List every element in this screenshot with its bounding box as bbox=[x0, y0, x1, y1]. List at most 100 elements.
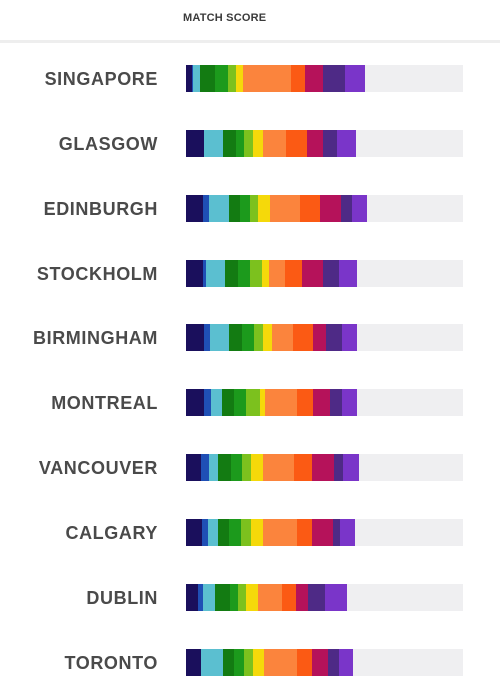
bar-segment bbox=[218, 519, 229, 546]
bar-segment bbox=[215, 65, 228, 92]
bar-segment bbox=[198, 584, 203, 611]
bar-segment bbox=[341, 195, 352, 222]
bar-segment bbox=[228, 65, 236, 92]
bar-segment bbox=[229, 195, 240, 222]
bar-segment bbox=[254, 324, 263, 351]
bar-segment bbox=[193, 65, 200, 92]
bar-segment bbox=[265, 389, 297, 416]
bar-segment bbox=[339, 260, 357, 287]
category-label: BIRMINGHAM bbox=[33, 328, 158, 348]
bar-segment bbox=[186, 584, 198, 611]
bar-segment bbox=[305, 65, 323, 92]
bar-segment bbox=[300, 195, 320, 222]
bar-segment bbox=[246, 389, 260, 416]
bar-segment bbox=[203, 195, 209, 222]
bar-segment bbox=[291, 65, 305, 92]
bar-segment bbox=[244, 130, 253, 157]
bar-segment bbox=[269, 260, 285, 287]
chart-row: CALGARY bbox=[0, 519, 500, 547]
bar-segment bbox=[186, 195, 203, 222]
bar-track bbox=[186, 454, 463, 481]
bar-segment bbox=[323, 65, 345, 92]
bar-segment bbox=[262, 260, 269, 287]
bar-segment bbox=[302, 260, 323, 287]
bar-segment bbox=[264, 649, 297, 676]
bar-segment bbox=[234, 389, 246, 416]
category-label: STOCKHOLM bbox=[36, 264, 158, 284]
bar-segment bbox=[243, 65, 291, 92]
bar-segment bbox=[203, 260, 206, 287]
chart-title: MATCH SCORE bbox=[183, 12, 267, 24]
bar-segment bbox=[242, 454, 251, 481]
bar-segment bbox=[328, 649, 339, 676]
bar-segment bbox=[186, 649, 201, 676]
chart-row: STOCKHOLM bbox=[0, 260, 500, 288]
bar-segment bbox=[263, 519, 297, 546]
bar-segment bbox=[270, 195, 300, 222]
bar-track bbox=[186, 324, 463, 351]
chart-row: BIRMINGHAM bbox=[0, 324, 500, 352]
bar-segment bbox=[307, 130, 323, 157]
chart-row: VANCOUVER bbox=[0, 454, 500, 482]
bar-segment bbox=[342, 324, 357, 351]
bar-segment bbox=[244, 649, 253, 676]
bar-segment bbox=[229, 519, 241, 546]
chart-row: DUBLIN bbox=[0, 584, 500, 612]
bar-segment bbox=[297, 649, 312, 676]
bar-segment bbox=[312, 454, 334, 481]
bar-segment bbox=[258, 584, 282, 611]
bar-segment bbox=[263, 130, 286, 157]
chart-row: GLASGOW bbox=[0, 130, 500, 158]
bar-segment bbox=[285, 260, 302, 287]
category-label: DUBLIN bbox=[86, 588, 158, 608]
bar-track bbox=[186, 649, 463, 676]
bar-segment bbox=[250, 260, 262, 287]
bar-segment bbox=[210, 324, 229, 351]
bar-segment bbox=[192, 65, 193, 92]
bar-segment bbox=[253, 649, 264, 676]
bar-segment bbox=[308, 584, 325, 611]
bar-segment bbox=[260, 389, 265, 416]
bar-segment bbox=[312, 519, 333, 546]
bar-segment bbox=[204, 324, 210, 351]
bar-segment bbox=[313, 389, 330, 416]
bar-segment bbox=[253, 130, 263, 157]
bar-track bbox=[186, 130, 463, 157]
bar-segment bbox=[286, 130, 307, 157]
bar-segment bbox=[231, 454, 242, 481]
bar-segment bbox=[242, 324, 254, 351]
bar-segment bbox=[186, 130, 204, 157]
bar-segment bbox=[294, 454, 312, 481]
bar-segment bbox=[296, 584, 308, 611]
bar-segment bbox=[343, 454, 359, 481]
bar-segment bbox=[312, 649, 328, 676]
bar-segment bbox=[238, 584, 246, 611]
chart-row: EDINBURGH bbox=[0, 195, 500, 223]
bar-segment bbox=[352, 195, 367, 222]
bar-segment bbox=[201, 649, 223, 676]
bar-segment bbox=[236, 130, 244, 157]
bar-segment bbox=[345, 65, 365, 92]
chart-row: SINGAPORE bbox=[0, 65, 500, 93]
chart-row: TORONTO bbox=[0, 649, 500, 677]
bar-segment bbox=[326, 324, 342, 351]
bar-segment bbox=[223, 649, 234, 676]
bar-segment bbox=[202, 519, 208, 546]
bar-segment bbox=[330, 389, 342, 416]
bar-segment bbox=[333, 519, 340, 546]
category-label: CALGARY bbox=[65, 523, 158, 543]
bar-segment bbox=[240, 195, 250, 222]
bar-segment bbox=[200, 65, 215, 92]
bar-segment bbox=[246, 584, 258, 611]
category-label: EDINBURGH bbox=[43, 199, 158, 219]
bar-segment bbox=[211, 389, 222, 416]
bar-segment bbox=[258, 195, 270, 222]
bar-segment bbox=[340, 519, 355, 546]
bar-segment bbox=[208, 519, 218, 546]
bar-segment bbox=[251, 519, 263, 546]
bar-segment bbox=[234, 649, 244, 676]
bar-segment bbox=[209, 195, 229, 222]
chart-header: MATCH SCORE bbox=[0, 0, 500, 43]
bar-segment bbox=[323, 130, 337, 157]
bar-segment bbox=[334, 454, 343, 481]
